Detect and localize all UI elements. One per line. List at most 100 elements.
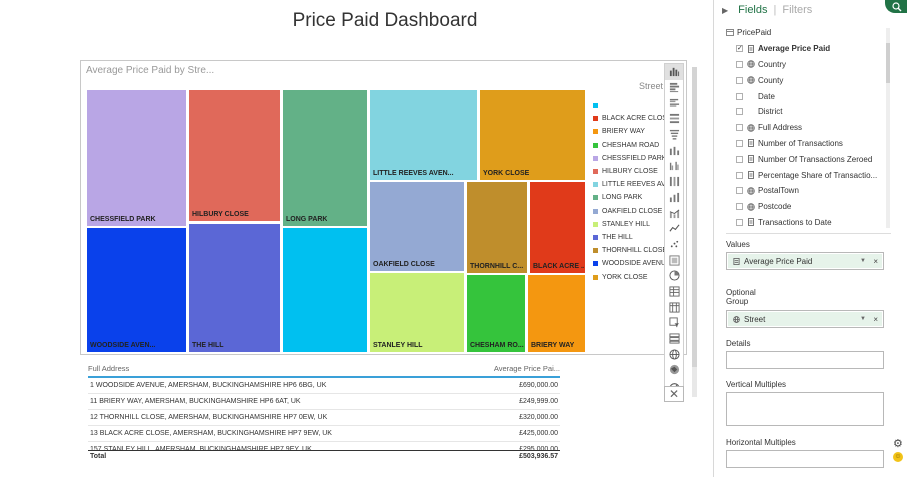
table-icon[interactable] xyxy=(665,284,683,300)
field-checkbox[interactable] xyxy=(736,76,743,84)
canvas-vertical-scrollbar[interactable] xyxy=(692,67,697,397)
legend-item[interactable]: THE HILL xyxy=(593,231,666,244)
values-chip-dropdown-icon[interactable]: ▼ xyxy=(860,258,866,264)
field-checkbox[interactable] xyxy=(736,60,743,68)
treemap-tile[interactable] xyxy=(282,227,368,353)
treemap-tile[interactable]: LONG PARK xyxy=(282,89,368,227)
legend-item[interactable]: YORK CLOSE xyxy=(593,270,666,283)
treemap-tile[interactable]: HILBURY CLOSE xyxy=(188,89,281,222)
map-regions-icon[interactable] xyxy=(665,362,683,378)
values-well[interactable]: Average Price Paid ▼ × xyxy=(726,252,884,270)
address-price-table[interactable]: Full Address Average Price Pai... 1 WOOD… xyxy=(88,360,560,461)
column-chart-icon[interactable] xyxy=(665,190,683,206)
legend-item[interactable]: THORNHILL CLOSE xyxy=(593,244,666,257)
field-item[interactable]: Full Address xyxy=(726,120,886,136)
field-item[interactable]: Date xyxy=(726,88,886,104)
field-item[interactable]: Number Of Transactions Zeroed xyxy=(726,151,886,167)
treemap-tile[interactable]: WOODSIDE AVEN... xyxy=(86,227,187,353)
table-row[interactable]: 13 BLACK ACRE CLOSE, AMERSHAM, BUCKINGHA… xyxy=(88,426,560,442)
field-item[interactable]: County xyxy=(726,72,886,88)
table-node-pricepaid[interactable]: PricePaid xyxy=(726,25,886,41)
matrix-icon[interactable] xyxy=(665,299,683,315)
horizontal-multiples-well[interactable] xyxy=(726,450,884,468)
legend-item[interactable] xyxy=(593,99,666,112)
percent-bar-icon[interactable] xyxy=(665,111,683,127)
stacked-column-icon[interactable] xyxy=(665,142,683,158)
gear-icon[interactable]: ⚙ xyxy=(893,438,903,450)
values-chip-remove-icon[interactable]: × xyxy=(873,256,878,266)
legend-item[interactable]: CHESSFIELD PARK xyxy=(593,152,666,165)
field-checkbox[interactable] xyxy=(736,203,743,211)
pie-chart-icon[interactable] xyxy=(665,268,683,284)
table-row[interactable]: 11 BRIERY WAY, AMERSHAM, BUCKINGHAMSHIRE… xyxy=(88,394,560,410)
close-visualization-icon[interactable]: ✕ xyxy=(664,386,684,402)
legend-item[interactable]: STANLEY HILL xyxy=(593,218,666,231)
funnel-icon[interactable] xyxy=(665,127,683,143)
line-chart-icon[interactable] xyxy=(665,221,683,237)
treemap-tile[interactable]: CHESSFIELD PARK xyxy=(86,89,187,227)
legend-item[interactable]: OAKFIELD CLOSE xyxy=(593,205,666,218)
field-checkbox[interactable] xyxy=(736,171,743,179)
clustered-column-icon[interactable] xyxy=(665,158,683,174)
map-globe-icon[interactable] xyxy=(665,346,683,362)
legend-item[interactable]: LONG PARK xyxy=(593,191,666,204)
field-checkbox[interactable] xyxy=(736,218,743,226)
field-item[interactable]: District xyxy=(726,104,886,120)
table-row[interactable]: 157 STANLEY HILL, AMERSHAM, BUCKINGHAMSH… xyxy=(88,442,560,450)
bubble-chart-icon[interactable] xyxy=(665,252,683,268)
field-checkbox[interactable] xyxy=(736,124,743,132)
legend-item[interactable]: WOODSIDE AVENUE xyxy=(593,257,666,270)
field-checkbox[interactable]: ✓ xyxy=(736,45,743,53)
treemap-tile[interactable]: LITTLE REEVES AVEN... xyxy=(369,89,478,181)
field-list-scrollbar[interactable] xyxy=(886,28,890,228)
feedback-smiley-icon[interactable]: ☺ xyxy=(893,452,903,462)
legend-item[interactable]: BLACK ACRE CLOSE xyxy=(593,112,666,125)
tab-fields[interactable]: Fields xyxy=(738,4,768,16)
clustered-bar-icon[interactable] xyxy=(665,95,683,111)
field-checkbox[interactable] xyxy=(736,108,743,116)
filtered-table-icon[interactable] xyxy=(665,315,683,331)
treemap-tile[interactable]: YORK CLOSE xyxy=(479,89,586,181)
treemap-chart-icon[interactable] xyxy=(665,64,683,80)
tab-filters[interactable]: Filters xyxy=(782,4,813,16)
treemap[interactable]: CHESSFIELD PARK WOODSIDE AVEN... HILBURY C… xyxy=(86,89,588,353)
legend-item[interactable]: CHESHAM ROAD xyxy=(593,139,666,152)
field-item[interactable]: Postcode xyxy=(726,199,886,215)
cards-icon[interactable] xyxy=(665,331,683,347)
field-item[interactable]: Country xyxy=(726,57,886,73)
scatter-chart-icon[interactable] xyxy=(665,237,683,253)
details-well[interactable] xyxy=(726,351,884,369)
table-row[interactable]: 1 WOODSIDE AVENUE, AMERSHAM, BUCKINGHAMS… xyxy=(88,378,560,394)
group-chip-dropdown-icon[interactable]: ▼ xyxy=(860,316,866,322)
treemap-tile[interactable]: THE HILL xyxy=(188,223,281,353)
field-checkbox[interactable] xyxy=(736,139,743,147)
search-corner-icon[interactable] xyxy=(885,0,907,13)
group-chip[interactable]: Street ▼ × xyxy=(728,312,882,326)
treemap-tile[interactable]: BLACK ACRE ... xyxy=(529,181,586,274)
field-item[interactable]: PostalTown xyxy=(726,183,886,199)
treemap-tile[interactable]: OAKFIELD CLOSE xyxy=(369,181,465,272)
treemap-visualization[interactable]: Average Price Paid by Stre... CHESSFIELD… xyxy=(80,60,687,355)
field-checkbox[interactable] xyxy=(736,187,743,195)
header-average-price[interactable]: Average Price Pai... xyxy=(493,363,560,373)
expand-arrow-icon[interactable]: ▶ xyxy=(722,5,729,15)
field-item[interactable]: Percentage Share of Transactio... xyxy=(726,167,886,183)
table-row[interactable]: 12 THORNHILL CLOSE, AMERSHAM, BUCKINGHAM… xyxy=(88,410,560,426)
treemap-tile[interactable]: STANLEY HILL xyxy=(369,272,465,353)
combo-chart-icon[interactable] xyxy=(665,205,683,221)
field-checkbox[interactable] xyxy=(736,92,743,100)
field-item[interactable]: Number of Transactions xyxy=(726,136,886,152)
treemap-tile[interactable]: THORNHILL C... xyxy=(466,181,528,274)
legend-item[interactable]: HILBURY CLOSE xyxy=(593,165,666,178)
field-checkbox[interactable] xyxy=(736,155,743,163)
header-full-address[interactable]: Full Address xyxy=(88,363,130,373)
group-chip-remove-icon[interactable]: × xyxy=(873,314,878,324)
vertical-multiples-well[interactable] xyxy=(726,392,884,426)
field-item[interactable]: ✓ Average Price Paid xyxy=(726,41,886,57)
legend-item[interactable]: BRIERY WAY xyxy=(593,125,666,138)
values-chip[interactable]: Average Price Paid ▼ × xyxy=(728,254,882,268)
stacked-bar-icon[interactable] xyxy=(665,80,683,96)
field-item[interactable]: Transactions to Date xyxy=(726,215,886,231)
treemap-tile[interactable]: BRIERY WAY xyxy=(527,274,586,353)
percent-column-icon[interactable] xyxy=(665,174,683,190)
